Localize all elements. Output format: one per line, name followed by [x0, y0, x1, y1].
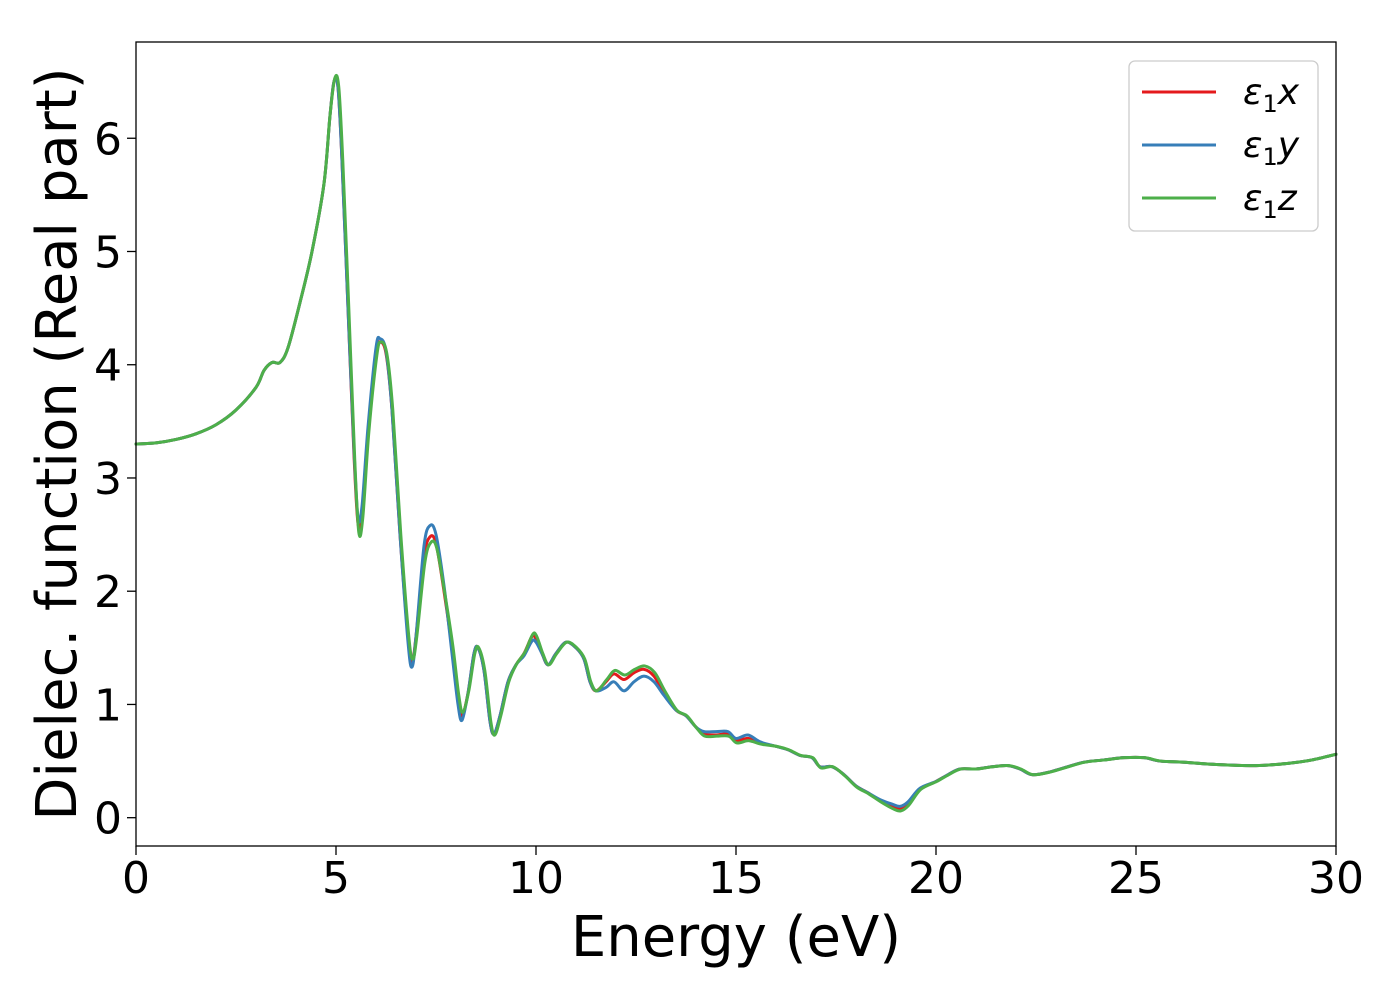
y-axis: 0 1 2 3 4 5 6	[94, 114, 136, 845]
x-tick-label: 0	[122, 853, 150, 904]
x-axis-title: Energy (eV)	[571, 905, 901, 970]
y-tick-label: 2	[94, 567, 122, 618]
x-axis: 0 5 10 15 20 25 30	[122, 846, 1364, 904]
y-tick-label: 3	[94, 454, 122, 505]
x-tick-label: 5	[322, 853, 350, 904]
legend-label-z: ε1z	[1243, 178, 1298, 224]
y-tick-label: 0	[94, 794, 122, 845]
series-layer	[134, 73, 1338, 813]
legend-box	[1128, 60, 1319, 232]
y-tick-label: 4	[94, 341, 122, 392]
x-tick-label: 10	[508, 853, 564, 904]
x-tick-label: 15	[708, 853, 764, 904]
legend-label-y: ε1y	[1243, 125, 1300, 171]
y-tick-label: 5	[94, 227, 122, 278]
x-tick-label: 30	[1308, 853, 1364, 904]
legend: ε1x ε1y ε1z	[1128, 60, 1319, 232]
series-line-z	[134, 73, 1338, 813]
x-tick-label: 25	[1108, 853, 1164, 904]
legend-label-x: ε1x	[1243, 72, 1300, 118]
y-tick-label: 6	[94, 114, 122, 165]
x-tick-label: 20	[908, 853, 964, 904]
y-axis-title: Dielec. function (Real part)	[25, 67, 90, 820]
y-tick-label: 1	[94, 680, 122, 731]
